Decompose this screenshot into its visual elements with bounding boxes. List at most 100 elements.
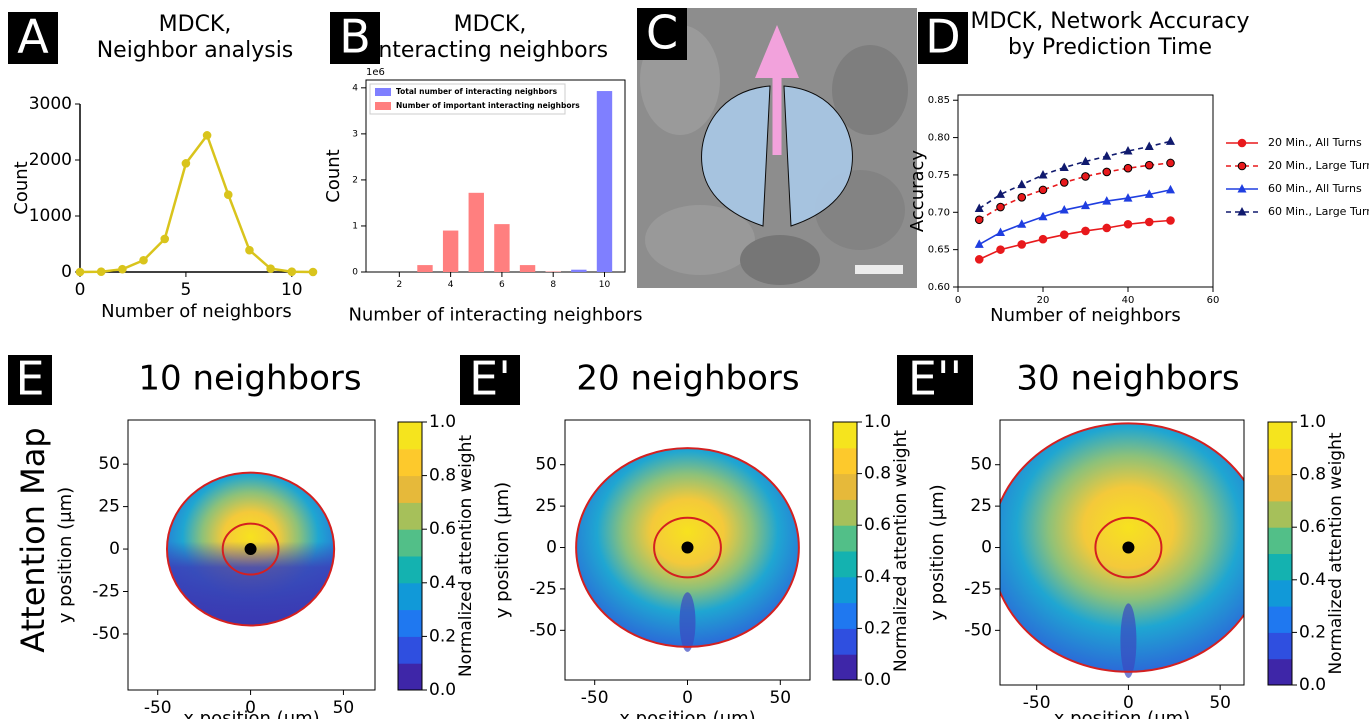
point [1167, 159, 1175, 167]
y-tick-label: 50 [535, 455, 557, 475]
y-axis-label: y position (μm) [55, 487, 76, 623]
heatmap [576, 448, 799, 652]
colorbar-bin [833, 499, 857, 525]
colorbar-label: Normalized attention weight [1326, 432, 1346, 674]
legend-label: Total number of interacting neighbors [396, 87, 558, 96]
x-axis-label: x position (μm) [619, 708, 755, 719]
chart-title: 30 neighbors [1016, 359, 1239, 399]
point [1060, 179, 1068, 187]
y-axis-label: Count [11, 161, 32, 214]
y-tick-label: 0 [109, 539, 120, 559]
panel-label: B [339, 10, 371, 64]
y-tick-label: 2000 [29, 150, 72, 170]
colorbar-bin [833, 448, 857, 474]
y-tick-label: 0 [981, 538, 992, 558]
colorbar-bin [1268, 501, 1292, 528]
colorbar-bin [1268, 448, 1292, 475]
colorbar-label: Normalized attention weight [891, 430, 911, 672]
point [309, 268, 317, 276]
point [1124, 220, 1132, 228]
y-tick-label: 50 [970, 455, 992, 475]
point [1166, 185, 1175, 194]
y-tick-label: 50 [98, 454, 120, 474]
chart-title: Neighbor analysis [97, 38, 294, 63]
y-tick-label: -25 [529, 579, 557, 599]
x-tick-label: 5 [180, 280, 191, 300]
bar [443, 231, 458, 272]
colorbar-tick-label: 1.0 [864, 412, 891, 432]
colorbar-bin [1268, 475, 1292, 502]
colorbar-tick-label: 1.0 [1299, 412, 1326, 432]
x-tick-label: -50 [1023, 693, 1051, 713]
legend-label: Number of important interacting neighbor… [396, 101, 580, 110]
colorbar-bin [398, 422, 422, 449]
legend-label: 60 Min., All Turns [1268, 182, 1362, 195]
colorbar-bin [1268, 580, 1292, 607]
colorbar-bin [1268, 422, 1292, 449]
colorbar-tick-label: 0.6 [1299, 517, 1326, 537]
center-dot [682, 542, 694, 554]
colorbar-bin [1268, 659, 1292, 686]
y-tick-label: 25 [535, 496, 557, 516]
colorbar-bin [398, 449, 422, 476]
y-tick-label: 0 [352, 268, 358, 278]
colorbar-bin [833, 551, 857, 577]
colorbar-tick-label: 0.8 [429, 466, 456, 486]
chart-title: 20 neighbors [576, 359, 799, 399]
y-tick-label: -50 [529, 620, 557, 640]
series-line [979, 190, 1170, 245]
y-tick-label: 0.75 [928, 170, 950, 181]
colorbar-bin [398, 610, 422, 637]
colorbar-tick-label: 0.6 [429, 519, 456, 539]
x-tick-label: 0 [75, 280, 86, 300]
x-tick-label: 6 [499, 280, 505, 290]
y-tick-label: -25 [964, 579, 992, 599]
bar [469, 193, 484, 272]
y-tick-label: 0.65 [928, 245, 950, 256]
point [1039, 235, 1047, 243]
y-tick-label: 3 [352, 129, 358, 139]
point [975, 204, 984, 213]
panel-label: A [17, 10, 49, 64]
y-tick-label: 0.85 [928, 95, 950, 106]
panel-label: D [925, 10, 960, 64]
chart-title: MDCK, [454, 12, 527, 37]
chart-title: MDCK, [159, 12, 232, 37]
chart-title: 10 neighbors [138, 359, 361, 399]
series-line [80, 135, 313, 272]
colorbar-bin [833, 603, 857, 629]
point [1145, 161, 1153, 169]
y-axis-label: y position (μm) [927, 484, 948, 620]
y-axis-label: y position (μm) [492, 482, 513, 618]
x-tick-label: 8 [550, 280, 556, 290]
colorbar-bin [398, 636, 422, 663]
series-line [979, 141, 1170, 208]
colorbar-bin [1268, 527, 1292, 554]
bar [494, 224, 509, 272]
y-tick-label: 25 [98, 497, 120, 517]
x-tick-label: 60 [1207, 295, 1220, 306]
x-tick-label: 50 [1209, 693, 1231, 713]
colorbar-tick-label: 0.4 [1299, 570, 1326, 590]
legend-swatch [375, 88, 391, 96]
colorbar-bin [833, 628, 857, 654]
point [1145, 142, 1154, 151]
colorbar-tick-label: 0.0 [864, 670, 891, 690]
y-tick-label: 1000 [29, 206, 72, 226]
series-line [979, 163, 1170, 220]
colorbar-bin [398, 556, 422, 583]
colorbar-bin [398, 663, 422, 690]
point [224, 191, 232, 199]
y-axis-label: Accuracy [907, 150, 928, 233]
colorbar-tick-label: 0.2 [429, 626, 456, 646]
point [1166, 136, 1175, 145]
colorbar-bin [833, 654, 857, 680]
bar [417, 265, 432, 272]
x-tick-label: 10 [281, 280, 303, 300]
y-tick-label: -50 [964, 620, 992, 640]
y-tick-label: 0 [546, 538, 557, 558]
center-dot [245, 543, 257, 555]
heatmap [991, 423, 1266, 678]
point [1102, 151, 1111, 160]
colorbar-tick-label: 0.2 [1299, 622, 1326, 642]
